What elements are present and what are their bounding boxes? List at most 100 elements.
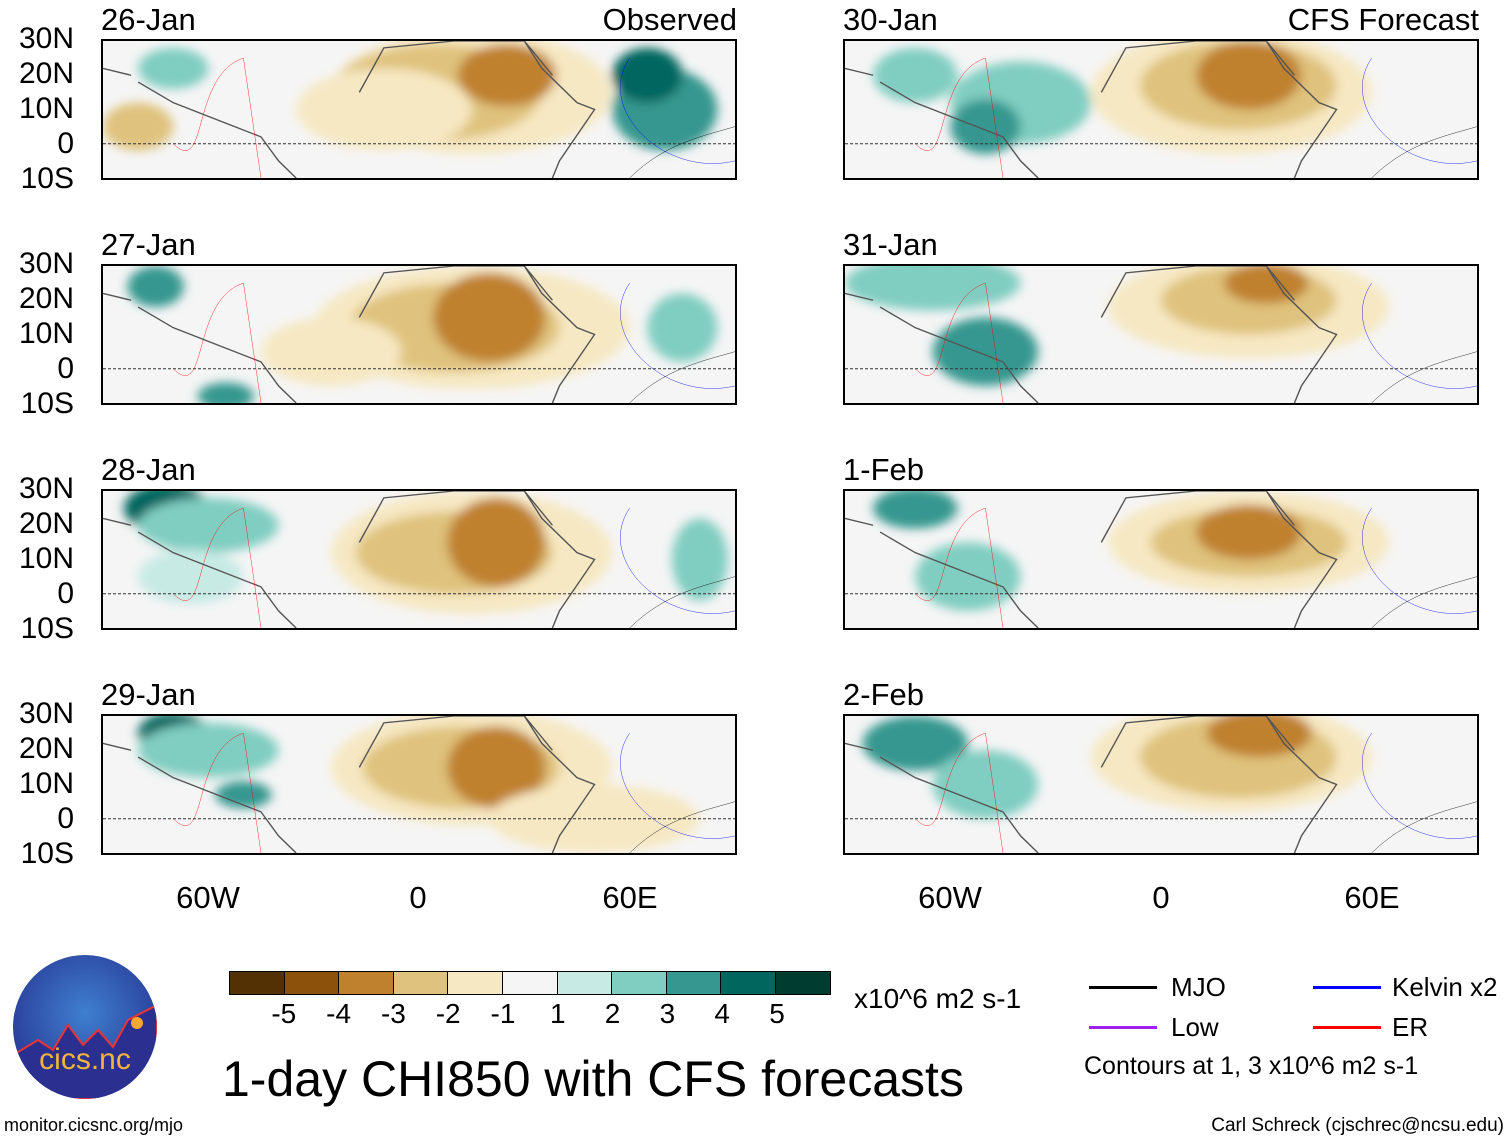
panel-date-label: 27-Jan	[101, 227, 196, 262]
colorbar-swatch	[284, 972, 340, 994]
field-anomaly-blob	[873, 47, 958, 103]
observed-header: Observed	[602, 2, 737, 37]
colorbar-swatch	[393, 972, 449, 994]
coastline	[845, 517, 1039, 628]
map-panel-forecast-3	[843, 489, 1479, 630]
colorbar-label: -2	[435, 998, 461, 1029]
colorbar-label: 4	[714, 998, 730, 1029]
legend-label-low: Low	[1171, 1012, 1219, 1042]
map-panel-forecast-2	[843, 264, 1479, 405]
colorbar-swatch	[448, 972, 503, 994]
field-anomaly-blob	[612, 47, 683, 103]
wave-contour	[915, 58, 1003, 178]
lat-label: 30N	[18, 22, 74, 55]
colorbar	[229, 971, 831, 995]
legend-label-er: ER	[1392, 1012, 1429, 1042]
field-anomaly-blob	[1196, 504, 1302, 560]
colorbar-swatch	[666, 972, 722, 994]
field-anomaly-blob	[138, 549, 244, 605]
lat-label: 10N	[18, 317, 74, 350]
colorbar-label: -1	[490, 998, 516, 1029]
panel-date-label: 31-Jan	[843, 227, 938, 262]
panel-date-label: 29-Jan	[101, 677, 196, 712]
colorbar-swatch	[339, 972, 394, 994]
coastline	[103, 517, 297, 628]
lat-label: 0	[57, 802, 74, 835]
legend-line-kelvin	[1313, 986, 1381, 989]
field-anomaly-blob	[457, 44, 556, 107]
coastline	[358, 716, 596, 853]
field-anomaly-blob	[950, 99, 1021, 155]
wave-contour	[630, 802, 735, 853]
field-anomaly-blob	[138, 722, 279, 778]
lon-label: 60E	[1344, 880, 1400, 915]
field-anomaly-blob	[1206, 716, 1312, 758]
coastline	[1100, 266, 1338, 403]
map-field	[845, 491, 1477, 628]
lat-label: 10N	[18, 542, 74, 575]
logo-text: cics.nc	[39, 1043, 131, 1076]
field-anomaly-blob	[138, 497, 279, 553]
panel-date-label: 30-Jan	[843, 2, 938, 37]
coastline	[845, 742, 1039, 853]
coastline	[845, 67, 1039, 178]
map-panel-observed-3	[101, 489, 737, 630]
wave-contour	[173, 508, 261, 628]
field-anomaly-blob	[127, 266, 184, 308]
wave-contour	[1372, 577, 1477, 628]
colorbar-swatch	[721, 972, 776, 994]
colorbar-label: -4	[326, 998, 352, 1029]
panel-date-label: 2-Feb	[843, 677, 924, 712]
wave-contour	[1362, 283, 1477, 388]
lat-label: 30N	[18, 472, 74, 505]
lat-label: 0	[57, 577, 74, 610]
map-panel-forecast-4	[843, 714, 1479, 855]
wave-contour	[620, 283, 735, 388]
figure-title: 1-day CHI850 with CFS forecasts	[222, 1051, 964, 1107]
colorbar-swatch	[775, 972, 830, 994]
lon-label: 60E	[602, 880, 658, 915]
wave-contour	[173, 733, 261, 853]
field-anomaly-blob	[433, 272, 546, 362]
legend-label-mjo: MJO	[1171, 972, 1226, 1002]
wave-contour	[630, 577, 735, 628]
lat-label: 10S	[20, 162, 74, 195]
colorbar-label: 1	[550, 998, 566, 1029]
map-panel-forecast-1	[843, 39, 1479, 180]
coastline	[845, 292, 1039, 403]
colorbar-label: 5	[769, 998, 785, 1029]
map-panel-observed-1	[101, 39, 737, 180]
field-anomaly-blob	[261, 317, 402, 386]
lat-label: 10N	[18, 92, 74, 125]
field-anomaly-blob	[138, 47, 209, 89]
wave-contour	[620, 733, 735, 838]
lat-label: 0	[57, 352, 74, 385]
panel-date-label: 1-Feb	[843, 452, 924, 487]
lat-label: 30N	[18, 247, 74, 280]
field-anomaly-blob	[915, 542, 1021, 611]
field-anomaly-blob	[1196, 41, 1302, 110]
wave-contour	[1362, 733, 1477, 838]
legend-line-mjo	[1089, 986, 1157, 989]
wave-contour	[173, 283, 261, 403]
field-anomaly-blob	[1224, 266, 1309, 304]
lat-label: 30N	[18, 697, 74, 730]
map-field	[845, 716, 1477, 853]
coastline	[103, 67, 297, 178]
wave-contour	[173, 58, 261, 178]
coastline	[1100, 491, 1338, 628]
coastline	[1100, 41, 1338, 178]
wave-contour	[1372, 352, 1477, 403]
mountain-graphic	[13, 1003, 157, 1099]
lat-label: 20N	[18, 732, 74, 765]
lat-label: 0	[57, 127, 74, 160]
map-field	[103, 491, 735, 628]
wave-contour	[620, 508, 735, 613]
legend-line-er	[1313, 1026, 1381, 1029]
lon-label: 60W	[918, 880, 982, 915]
wave-contour	[630, 127, 735, 178]
map-panel-observed-2	[101, 264, 737, 405]
colorbar-label: -5	[271, 998, 297, 1029]
map-field	[103, 41, 735, 178]
